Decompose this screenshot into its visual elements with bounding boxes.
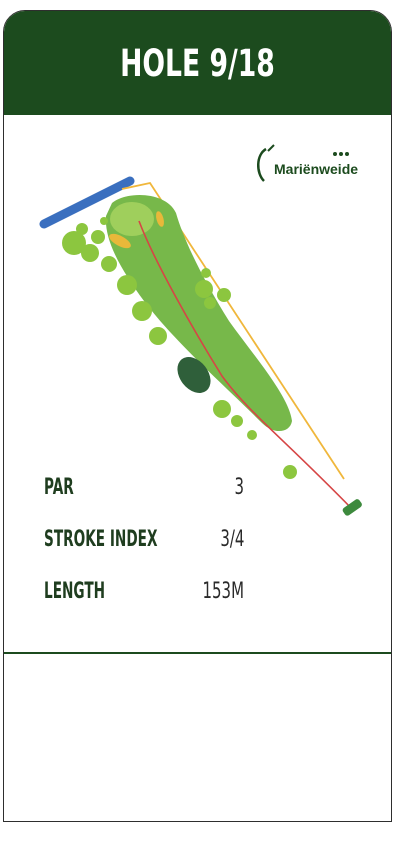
trees xyxy=(62,217,297,479)
stat-row-par: PAR 3 xyxy=(44,475,244,505)
section-divider xyxy=(4,652,391,654)
par-value: 3 xyxy=(234,475,244,500)
stat-row-length: LENGTH 153M xyxy=(44,579,244,609)
hole-title: HOLE 9/18 xyxy=(120,41,275,85)
hole-card: HOLE 9/18 Mariënweide xyxy=(3,10,392,822)
length-value: 153M xyxy=(202,579,244,604)
green xyxy=(110,202,154,236)
stroke-index-label: STROKE INDEX xyxy=(44,527,158,552)
hole-course-map xyxy=(39,176,362,516)
notes-area xyxy=(4,654,391,821)
stroke-index-value: 3/4 xyxy=(219,527,244,552)
length-label: LENGTH xyxy=(44,579,106,604)
stat-row-stroke-index: STROKE INDEX 3/4 xyxy=(44,527,244,557)
bunker-left xyxy=(109,233,131,249)
club-logo: Mariënweide xyxy=(252,139,372,189)
club-logo-icon xyxy=(257,144,349,182)
water-hazard xyxy=(39,176,135,229)
shot-line xyxy=(138,220,355,512)
pond xyxy=(177,357,211,393)
bunker-right xyxy=(156,211,164,227)
club-logo-name: Mariënweide xyxy=(274,161,359,177)
boundary-line xyxy=(121,181,345,480)
par-label: PAR xyxy=(44,475,74,500)
tee-box xyxy=(342,499,362,516)
fairway xyxy=(105,194,293,432)
hole-header: HOLE 9/18 xyxy=(4,11,391,115)
